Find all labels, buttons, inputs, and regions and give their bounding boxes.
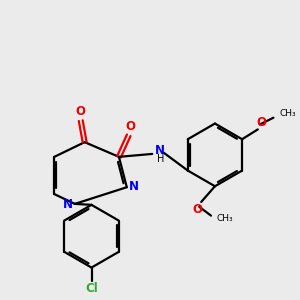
Text: CH₃: CH₃ (279, 109, 296, 118)
Text: N: N (129, 180, 139, 193)
Text: O: O (257, 116, 267, 129)
Text: O: O (76, 105, 86, 118)
Text: N: N (63, 198, 73, 212)
Text: H: H (158, 154, 165, 164)
Text: N: N (155, 143, 165, 157)
Text: O: O (192, 203, 202, 216)
Text: Cl: Cl (85, 282, 98, 295)
Text: CH₃: CH₃ (217, 214, 233, 223)
Text: O: O (126, 120, 136, 133)
